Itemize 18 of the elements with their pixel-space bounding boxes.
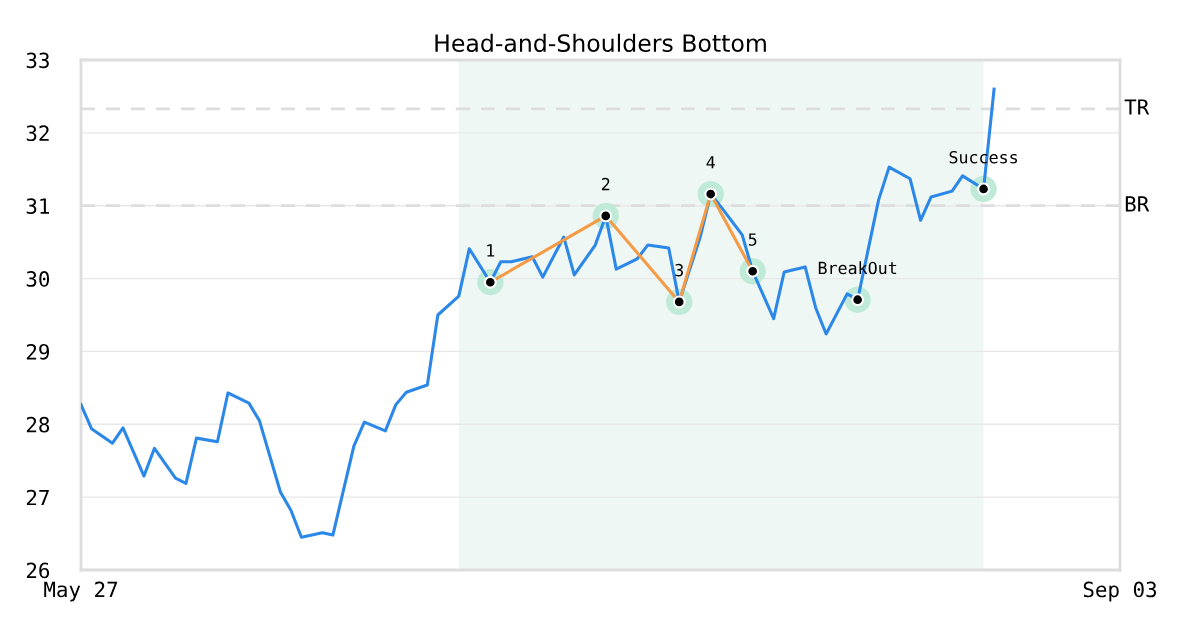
ref-line-label: BR: [1125, 196, 1150, 212]
y-tick-label: 27: [26, 489, 49, 506]
y-tick-label: 28: [26, 416, 50, 433]
annotation: 3: [675, 263, 683, 277]
x-tick-label: Sep 03: [1083, 581, 1157, 602]
y-tick-label: 33: [26, 52, 49, 69]
annotation: 4: [706, 156, 715, 169]
y-tick-label: 26: [26, 562, 50, 579]
annotation: 5: [748, 233, 757, 246]
annotation: 1: [487, 244, 495, 257]
chart-title: Head-and-Shoulders Bottom: [435, 33, 766, 52]
y-tick-label: 32: [26, 125, 49, 142]
y-tick-label: 30: [26, 271, 50, 287]
annotation: 2: [601, 177, 610, 191]
x-tick-label: May 27: [44, 581, 118, 602]
y-tick-label: 31: [26, 198, 50, 214]
ref-line-label: TR: [1124, 99, 1150, 115]
y-tick-label: 29: [26, 343, 50, 360]
